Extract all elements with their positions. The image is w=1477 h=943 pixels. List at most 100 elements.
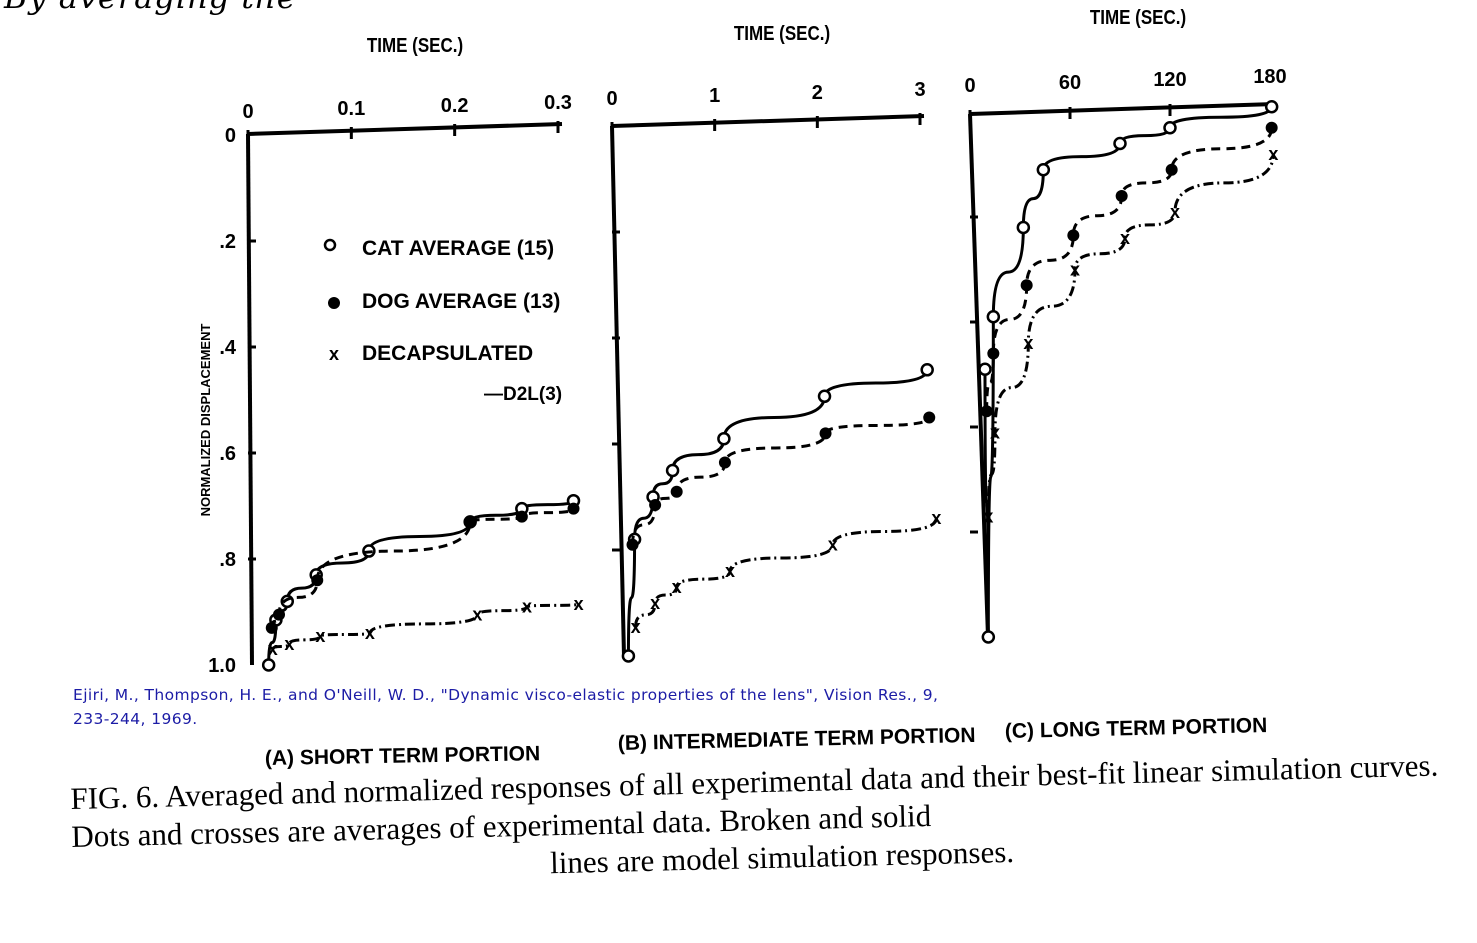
- cat-data-point: [920, 363, 934, 377]
- legend-open-circle-icon: [323, 238, 337, 252]
- cat-data-point: [717, 431, 731, 446]
- decapsulated-data-point: x: [631, 617, 641, 637]
- legend-note: —D2L(3): [484, 384, 562, 405]
- decapsulated-data-point: x: [574, 594, 584, 614]
- x-axis: [611, 114, 925, 128]
- citation-line-1[interactable]: Ejiri, M., Thompson, H. E., and O'Neill,…: [73, 686, 939, 704]
- y-axis-title: NORMALIZED DISPLACEMENT: [198, 324, 213, 517]
- cat-data-point: [1036, 163, 1051, 177]
- decapsulated-data-point: x: [990, 422, 1000, 442]
- dog-data-point: [626, 538, 639, 551]
- panel-c: TIME (SEC.) 0 60 120 180 x x x x x x x (C) LONG TERM…: [964, 6, 1286, 743]
- decapsulated-data-point: x: [522, 597, 532, 617]
- dog-data-point: [1067, 229, 1080, 242]
- decapsulated-data-point: x: [472, 605, 482, 625]
- dog-data-point: [718, 456, 731, 469]
- legend-entry-label: DECAPSULATED: [362, 342, 533, 365]
- legend-entry-label: DOG AVERAGE (13): [362, 290, 560, 313]
- citation-line-2[interactable]: 233-244, 1969.: [73, 710, 198, 728]
- cat-data-point: [1163, 121, 1177, 135]
- x-tick-label: 3: [914, 79, 925, 101]
- series-line-filled-circle: [985, 127, 1274, 412]
- dog-data-point: [1115, 190, 1128, 202]
- x-tick-label: 0.2: [441, 95, 469, 117]
- decapsulated-data-point: x: [315, 626, 325, 646]
- series-line-cross: [271, 602, 581, 650]
- y-axis: [968, 113, 990, 638]
- dog-data-point: [464, 515, 477, 528]
- cat-data-point: [1113, 136, 1127, 151]
- clipped-body-text: By averaging the: [4, 0, 297, 16]
- x-tick-label: 0: [606, 88, 617, 110]
- panel-label: (C) LONG TERM PORTION: [1005, 714, 1268, 743]
- decapsulated-data-point: x: [650, 593, 660, 613]
- dog-data-point: [1165, 163, 1178, 176]
- series-line-cross: [634, 517, 938, 627]
- decapsulated-data-point: x: [1120, 228, 1130, 248]
- y-tick-label: 1.0: [208, 655, 236, 677]
- dog-data-point: [980, 405, 993, 418]
- y-axis: [610, 125, 626, 657]
- panel-a: TIME (SEC.)0 0.1 0.2 0.30.2.4.6.81.0NORMALI…: [198, 34, 584, 770]
- dog-data-point: [567, 502, 580, 515]
- decapsulated-data-point: x: [268, 639, 278, 659]
- cat-data-point: [986, 310, 1001, 324]
- y-tick-label: .4: [219, 337, 237, 359]
- dog-data-point: [649, 498, 662, 511]
- y-tick-label: 0: [225, 125, 236, 147]
- x-axis-title: TIME (SEC.): [734, 22, 830, 45]
- series-line-filled-circle: [631, 416, 931, 545]
- dog-data-point: [265, 621, 278, 634]
- y-axis: [246, 133, 254, 666]
- cat-data-point: [978, 362, 992, 376]
- legend: CAT AVERAGE (15) DOG AVERAGE (13) x DECAPSU…: [323, 237, 562, 405]
- cat-data-point: [1264, 100, 1279, 114]
- x-axis-title: TIME (SEC.): [367, 34, 463, 57]
- decapsulated-data-point: x: [983, 506, 993, 526]
- decapsulated-data-point: x: [672, 577, 682, 597]
- x-tick-label: 0: [242, 101, 253, 123]
- x-tick-label: 2: [812, 82, 823, 104]
- x-tick-label: 60: [1059, 72, 1081, 94]
- cat-data-point: [621, 649, 636, 663]
- panel-label: (A) SHORT TERM PORTION: [265, 742, 541, 770]
- series-line-cross: [986, 153, 1275, 517]
- dog-data-point: [311, 574, 324, 587]
- decapsulated-data-point: x: [1023, 333, 1033, 353]
- x-tick-label: 0: [964, 75, 975, 97]
- decapsulated-data-point: x: [1070, 260, 1080, 280]
- legend-entry-label: CAT AVERAGE (15): [362, 237, 554, 260]
- dog-data-point: [515, 510, 528, 523]
- decapsulated-data-point: x: [1170, 202, 1180, 222]
- decapsulated-data-point: x: [931, 508, 941, 528]
- x-tick-label: 120: [1153, 69, 1186, 91]
- x-axis: [247, 122, 563, 136]
- figure-6-chart: TIME (SEC.)0 0.1 0.2 0.30.2.4.6.81.0NORMALI…: [198, 6, 1287, 770]
- cat-data-point: [665, 463, 680, 478]
- legend-cross-icon: x: [329, 344, 339, 364]
- y-tick-label: .2: [219, 231, 236, 253]
- x-tick-label: 0.3: [544, 92, 572, 114]
- dog-data-point: [923, 411, 936, 424]
- x-axis-title: TIME (SEC.): [1090, 6, 1186, 29]
- cat-data-point: [261, 658, 276, 672]
- citation[interactable]: Ejiri, M., Thompson, H. E., and O'Neill,…: [73, 683, 938, 731]
- cat-data-point: [981, 630, 996, 644]
- dog-data-point: [819, 427, 832, 440]
- decapsulated-data-point: x: [365, 623, 375, 643]
- legend-filled-circle-icon: [328, 297, 340, 309]
- decapsulated-data-point: x: [284, 634, 294, 654]
- x-axis: [969, 102, 1275, 116]
- series-line-open-circle: [626, 369, 929, 657]
- y-tick-label: .8: [219, 549, 236, 571]
- decapsulated-data-point: x: [1268, 144, 1278, 164]
- dog-data-point: [1020, 279, 1033, 292]
- cat-data-point: [817, 389, 832, 404]
- dog-data-point: [987, 347, 1000, 360]
- decapsulated-data-point: x: [828, 535, 838, 555]
- dog-data-point: [670, 485, 683, 498]
- dog-data-point: [273, 608, 285, 621]
- decapsulated-data-point: x: [725, 561, 735, 581]
- x-tick-label: 180: [1253, 66, 1286, 88]
